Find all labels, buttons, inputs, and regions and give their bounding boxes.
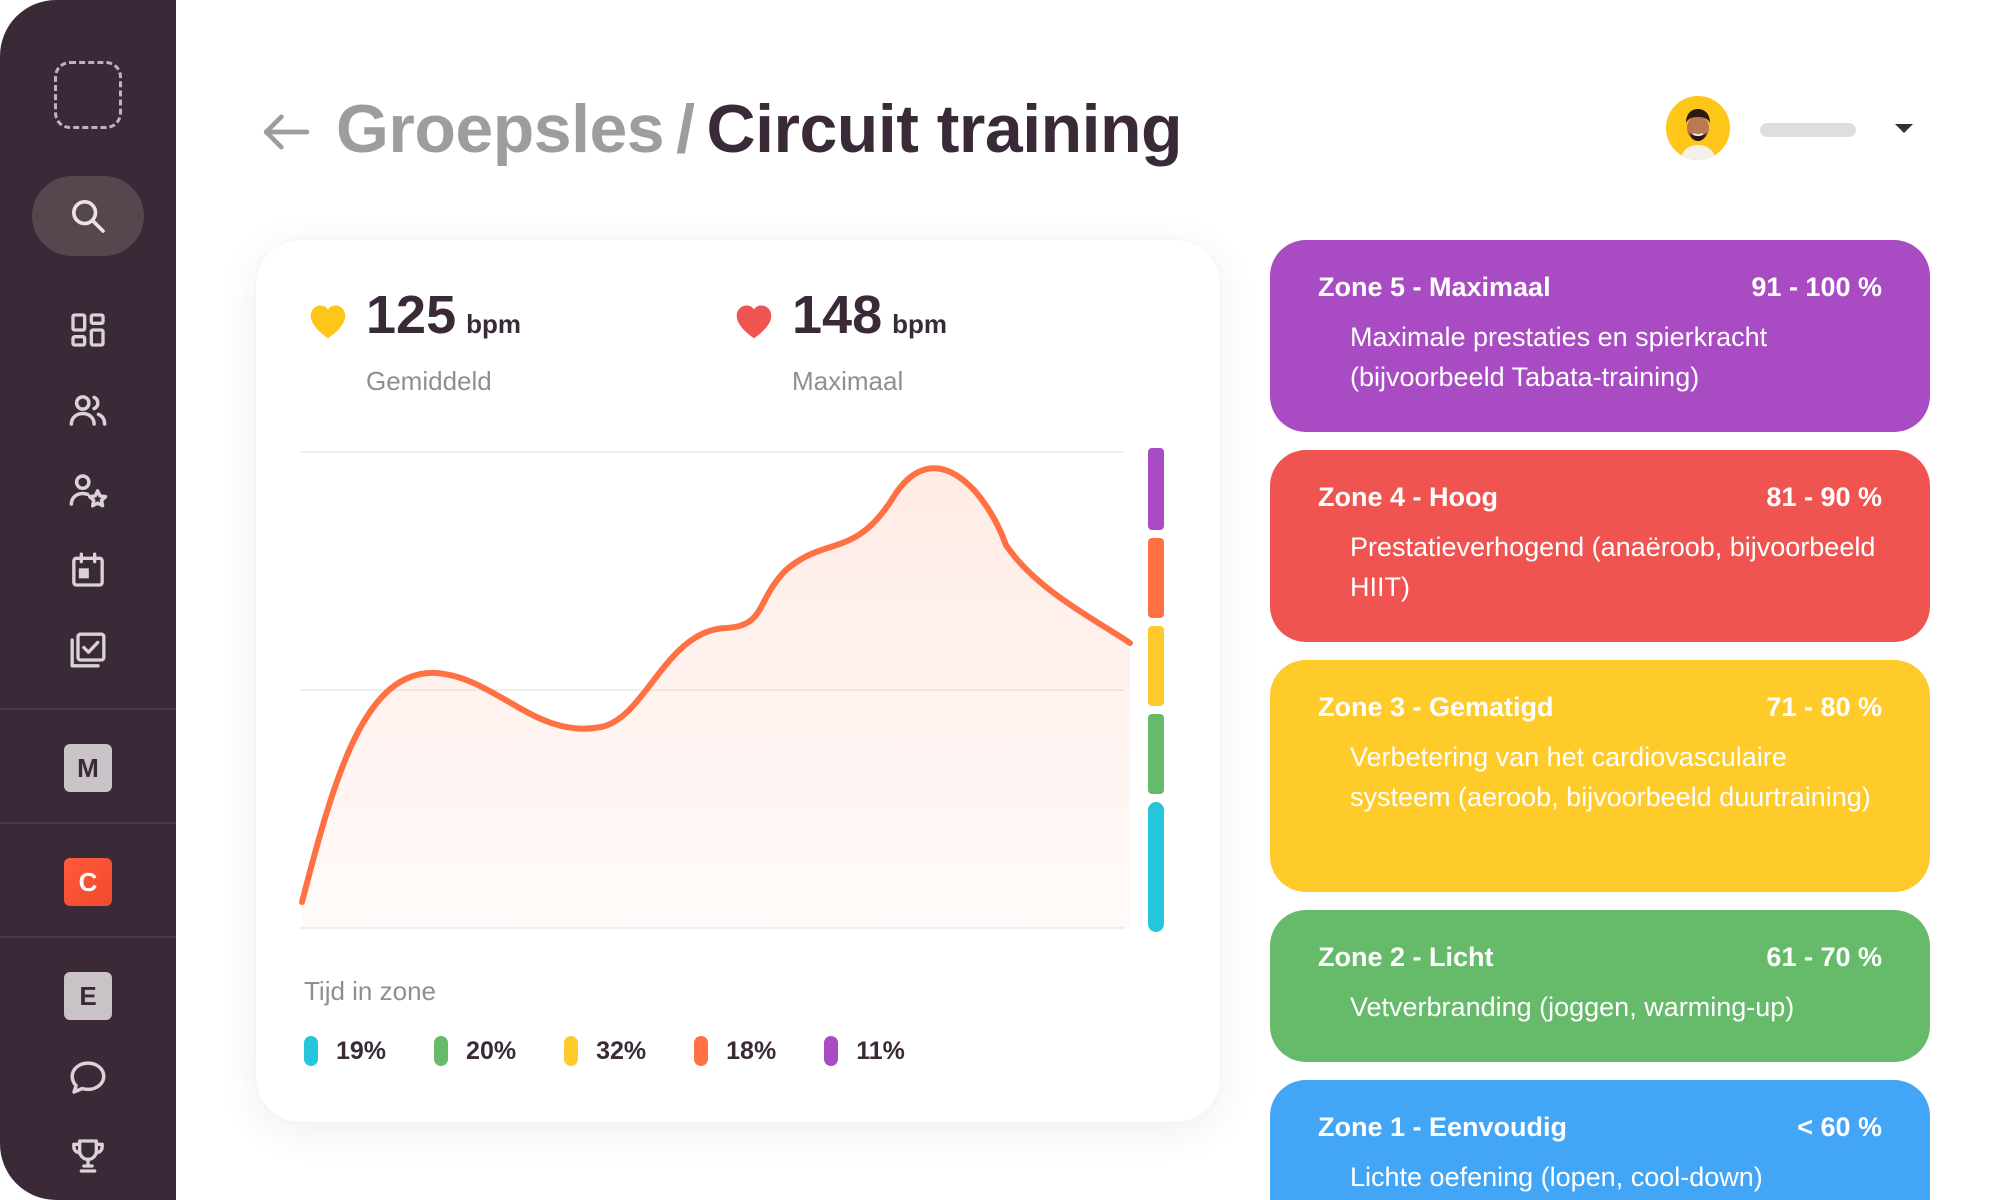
zone-2-bar bbox=[1148, 714, 1164, 794]
sidebar-divider bbox=[0, 936, 176, 938]
legend-item: 19% bbox=[304, 1036, 386, 1066]
zone-card-1[interactable]: Zone 1 - Eenvoudig < 60 % Lichte oefening… bbox=[1270, 1080, 1930, 1200]
user-avatar-image bbox=[1666, 96, 1730, 160]
zone-range: 91 - 100 % bbox=[1751, 272, 1882, 302]
user-name-placeholder[interactable] bbox=[1760, 123, 1856, 137]
legend-swatch bbox=[564, 1036, 579, 1066]
zone-card-3[interactable]: Zone 3 - Gematigd 71 - 80 % Verbetering v… bbox=[1270, 660, 1930, 892]
chart-line bbox=[299, 465, 1133, 905]
legend-swatch bbox=[434, 1036, 449, 1066]
zone-card-5[interactable]: Zone 5 - Maximaal 91 - 100 % Maximale pre… bbox=[1270, 240, 1930, 432]
average-value: 125 bpm bbox=[366, 285, 521, 345]
zone-description: Lichte oefening (lopen, cool-down) bbox=[1350, 1162, 1763, 1192]
page-title: Groepsles / Circuit training bbox=[336, 90, 1183, 168]
average-label: Gemiddeld bbox=[366, 366, 492, 396]
legend-item: 32% bbox=[564, 1036, 646, 1066]
legend-swatch bbox=[304, 1036, 318, 1066]
legend-value: 32% bbox=[596, 1036, 647, 1065]
zone-name: Zone 1 - Eenvoudig bbox=[1318, 1112, 1568, 1142]
maximum-label: Maximaal bbox=[792, 366, 904, 396]
breadcrumb-separator: / bbox=[676, 91, 695, 167]
zone-1-bar bbox=[1148, 802, 1164, 932]
zone-range: 61 - 70 % bbox=[1766, 942, 1882, 972]
zone-range: 71 - 80 % bbox=[1766, 692, 1882, 722]
zone-description: Verbetering van het cardiovasculaire sys… bbox=[1350, 742, 1871, 812]
breadcrumb-link[interactable]: Groepsles bbox=[336, 91, 665, 167]
legend-value: 19% bbox=[336, 1036, 387, 1065]
legend-swatch bbox=[824, 1036, 839, 1066]
legend-item: 11% bbox=[824, 1036, 905, 1066]
zone-card-2[interactable]: Zone 2 - Licht 61 - 70 % Vetverbranding (… bbox=[1270, 910, 1930, 1062]
zone-description: Vetverbranding (joggen, warming-up) bbox=[1350, 992, 1795, 1022]
search-icon bbox=[72, 200, 105, 233]
time-in-zone-legend: 19% 20% 32% 18% 11% bbox=[304, 1036, 953, 1066]
legend-value: 11% bbox=[856, 1036, 905, 1065]
sidebar-divider bbox=[0, 822, 176, 824]
time-in-zone-label: Tijd in zone bbox=[304, 976, 436, 1006]
avatar[interactable] bbox=[1666, 96, 1730, 160]
zone-range: < 60 % bbox=[1797, 1112, 1882, 1142]
search-button[interactable] bbox=[32, 176, 144, 256]
zone-name: Zone 2 - Licht bbox=[1318, 942, 1494, 972]
zone-name: Zone 3 - Gematigd bbox=[1318, 692, 1554, 722]
workspace-m[interactable]: M bbox=[64, 744, 112, 792]
zone-scale bbox=[1148, 448, 1164, 932]
chart-area bbox=[302, 468, 1130, 928]
zone-name: Zone 4 - Hoog bbox=[1318, 482, 1498, 512]
user-star-icon[interactable] bbox=[60, 462, 116, 518]
heart-icon bbox=[736, 305, 772, 339]
back-button[interactable] bbox=[258, 104, 314, 160]
caret-down-icon bbox=[1895, 124, 1913, 133]
workspace-e[interactable]: E bbox=[64, 972, 112, 1020]
maximum-value: 148 bpm bbox=[792, 285, 947, 345]
chat-icon[interactable] bbox=[60, 1050, 116, 1106]
zone-range: 81 - 90 % bbox=[1766, 482, 1882, 512]
user-menu-toggle[interactable] bbox=[1892, 120, 1916, 136]
sidebar: M C E bbox=[0, 0, 176, 1200]
page-title-text: Circuit training bbox=[706, 91, 1183, 167]
zone-name: Zone 5 - Maximaal bbox=[1318, 272, 1551, 302]
heart-icon bbox=[310, 305, 346, 339]
trophy-icon[interactable] bbox=[60, 1128, 116, 1184]
legend-value: 20% bbox=[466, 1036, 517, 1065]
workspace-c[interactable]: C bbox=[64, 858, 112, 906]
legend-value: 18% bbox=[726, 1036, 777, 1065]
heart-rate-chart bbox=[299, 451, 1133, 929]
zone-description: Prestatieverhogend (anaëroob, bijvoorbee… bbox=[1350, 532, 1876, 602]
calendar-icon[interactable] bbox=[60, 542, 116, 598]
sidebar-divider bbox=[0, 708, 176, 710]
legend-item: 20% bbox=[434, 1036, 516, 1066]
dashboard-icon[interactable] bbox=[60, 302, 116, 358]
zone-3-bar bbox=[1148, 626, 1164, 706]
legend-swatch bbox=[694, 1036, 709, 1066]
zone-card-4[interactable]: Zone 4 - Hoog 81 - 90 % Prestatieverhogen… bbox=[1270, 450, 1930, 642]
users-icon[interactable] bbox=[60, 382, 116, 438]
zone-4-bar bbox=[1148, 538, 1164, 618]
zone-description: Maximale prestaties en spierkracht (bijv… bbox=[1350, 322, 1768, 392]
legend-item: 18% bbox=[694, 1036, 776, 1066]
heart-rate-card: 125 bpm Gemiddeld 148 bpm Maximaal Tijd in… bbox=[256, 240, 1220, 1122]
logo-placeholder[interactable] bbox=[54, 61, 122, 129]
zone-5-bar bbox=[1148, 448, 1164, 530]
arrow-left-icon bbox=[263, 114, 310, 150]
checklist-icon[interactable] bbox=[60, 622, 116, 678]
